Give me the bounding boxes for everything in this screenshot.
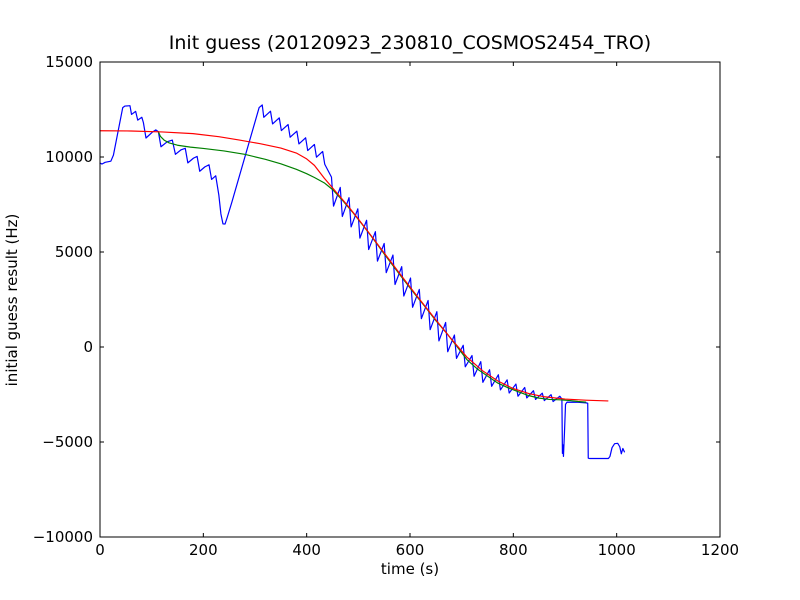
x-tick-label: 1200 <box>701 541 739 559</box>
y-tick-label: 5000 <box>55 243 93 261</box>
x-tick-label: 1000 <box>598 541 636 559</box>
x-tick-label: 600 <box>396 541 425 559</box>
plot-area: 0 200 400 600 800 1000 1200 15000 10000 5000 0 −500… <box>33 53 739 559</box>
series-red-model-curve <box>99 130 609 402</box>
x-tick-label: 400 <box>292 541 321 559</box>
series-blue-raw-initial-guess <box>99 104 626 460</box>
y-tick-label: −5000 <box>42 433 93 451</box>
y-tick-label: −10000 <box>33 528 93 546</box>
x-tick-label: 200 <box>189 541 218 559</box>
y-tick-label: 15000 <box>45 53 93 71</box>
y-tick-label: 10000 <box>45 148 93 166</box>
y-tick-label: 0 <box>83 338 93 356</box>
series-green-model-curve <box>157 131 587 403</box>
y-axis-label: initial guess result (Hz) <box>3 214 21 387</box>
x-tick-label: 800 <box>499 541 528 559</box>
x-tick-label: 0 <box>95 541 105 559</box>
x-axis-label: time (s) <box>381 560 439 578</box>
chart-title: Init guess (20120923_230810_COSMOS2454_T… <box>169 32 651 54</box>
